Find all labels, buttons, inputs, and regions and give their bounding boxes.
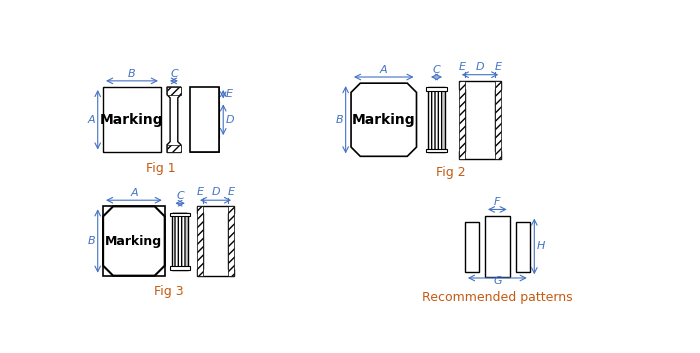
Text: B: B bbox=[88, 236, 95, 246]
Bar bbox=[459, 81, 465, 158]
Bar bbox=[465, 222, 479, 272]
Text: Marking: Marking bbox=[352, 113, 416, 127]
Text: D: D bbox=[211, 187, 220, 197]
Bar bbox=[172, 213, 188, 269]
Polygon shape bbox=[459, 81, 501, 158]
Text: Fig 3: Fig 3 bbox=[154, 285, 183, 298]
Text: G: G bbox=[493, 276, 502, 286]
Text: E: E bbox=[495, 62, 502, 72]
Text: D: D bbox=[225, 115, 234, 125]
Text: B: B bbox=[128, 68, 136, 79]
Text: E: E bbox=[228, 187, 234, 197]
Text: A: A bbox=[88, 115, 95, 125]
Text: A: A bbox=[380, 65, 388, 75]
Text: C: C bbox=[170, 68, 178, 79]
Text: F: F bbox=[494, 197, 500, 207]
Bar bbox=[167, 145, 181, 152]
Text: E: E bbox=[225, 89, 232, 99]
Bar bbox=[190, 101, 219, 138]
Bar bbox=[428, 87, 445, 152]
Bar bbox=[103, 207, 164, 276]
Text: A: A bbox=[130, 188, 138, 198]
Text: B: B bbox=[336, 115, 344, 125]
Text: Recommended patterns: Recommended patterns bbox=[422, 291, 573, 304]
Text: Marking: Marking bbox=[100, 113, 164, 127]
Text: H: H bbox=[537, 241, 545, 251]
Bar bbox=[190, 87, 219, 152]
Polygon shape bbox=[351, 83, 416, 156]
Bar bbox=[516, 222, 530, 272]
Bar bbox=[228, 207, 234, 276]
Text: C: C bbox=[176, 191, 184, 201]
Bar bbox=[173, 213, 187, 269]
Text: E: E bbox=[458, 62, 466, 72]
Bar bbox=[485, 216, 510, 277]
Bar bbox=[426, 87, 447, 91]
Text: Marking: Marking bbox=[105, 234, 162, 247]
Bar bbox=[429, 88, 444, 152]
Bar bbox=[103, 87, 161, 152]
Polygon shape bbox=[103, 207, 164, 276]
Text: E: E bbox=[197, 187, 204, 197]
Text: D: D bbox=[476, 62, 484, 72]
Bar bbox=[190, 87, 219, 101]
Bar bbox=[170, 213, 190, 216]
Bar bbox=[190, 138, 219, 152]
Polygon shape bbox=[167, 87, 181, 152]
Bar bbox=[197, 207, 203, 276]
Polygon shape bbox=[197, 207, 234, 276]
Text: C: C bbox=[433, 65, 440, 75]
Text: Fig 1: Fig 1 bbox=[146, 162, 176, 175]
Bar bbox=[167, 87, 181, 95]
Bar bbox=[170, 267, 190, 269]
Text: Fig 2: Fig 2 bbox=[436, 166, 466, 179]
Bar bbox=[495, 81, 501, 158]
Bar bbox=[426, 149, 447, 152]
